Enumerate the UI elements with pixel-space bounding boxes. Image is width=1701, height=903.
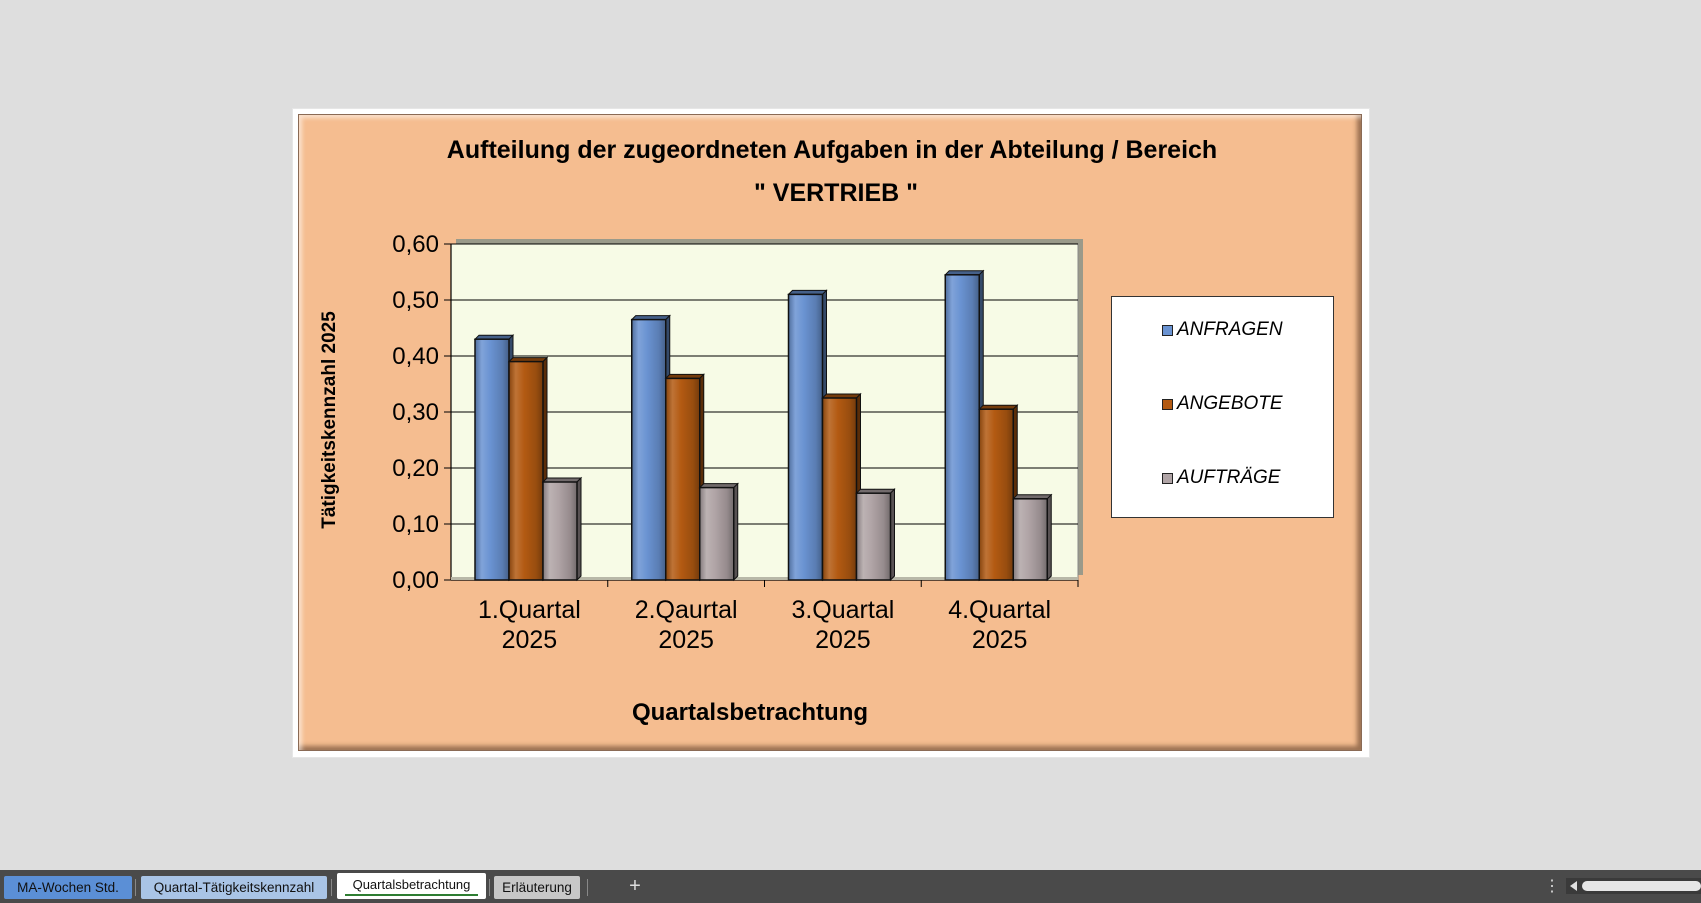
x-tick-label: 3.Quartal [791,596,894,624]
legend-label: AUFTRÄGE [1177,467,1281,488]
x-tick-label: 2025 [502,626,558,654]
bar-anfragen [631,318,667,581]
active-tab-indicator [345,894,478,896]
sheet-tab-quartal-taetigkeitskennzahl[interactable]: Quartal-Tätigkeitskennzahl [141,876,327,899]
sheet-tab-bar: MA-Wochen Std. Quartal-Tätigkeitskennzah… [0,870,1701,903]
legend-label: ANGEBOTE [1177,393,1283,414]
y-tick-label: 0,00 [392,567,439,594]
chart-subtitle: " VERTRIEB " [754,179,918,207]
tab-separator [331,879,332,896]
plot-floor [451,577,1078,580]
y-tick-label: 0,10 [392,511,439,538]
horizontal-scrollbar[interactable] [1566,878,1701,894]
chart-title: Aufteilung der zugeordneten Aufgaben in … [447,136,1217,164]
y-tick-label: 0,40 [392,343,439,370]
scroll-left-icon[interactable] [1570,881,1577,891]
tab-separator [587,879,588,896]
y-tick-label: 0,20 [392,455,439,482]
x-tick-label: 2.Qaurtal [635,596,738,624]
chart-legend[interactable]: ANFRAGEN ANGEBOTE AUFTRÄGE [1111,296,1334,518]
y-tick-label: 0,60 [392,231,439,258]
bar-anfragen [474,338,510,581]
sheet-tab-ma-wochen[interactable]: MA-Wochen Std. [4,876,132,899]
bar-aufträge [699,486,735,581]
bar-anfragen [787,293,824,581]
bar-anfragen [944,274,980,581]
bar-chart[interactable]: Aufteilung der zugeordneten Aufgaben in … [0,0,1701,870]
tab-separator [135,879,136,896]
x-tick-label: 4.Quartal [948,596,1051,624]
add-sheet-button[interactable]: + [629,875,641,897]
tab-menu-button[interactable]: ⋮ [1544,878,1560,895]
x-tick-label: 2025 [815,626,871,654]
y-tick-label: 0,50 [392,287,439,314]
x-tick-label: 1.Quartal [478,596,581,624]
legend-swatch [1162,324,1173,336]
legend-item-angebote: ANGEBOTE [1162,393,1283,415]
legend-item-aufträge: AUFTRÄGE [1162,467,1280,489]
legend-label: ANFRAGEN [1177,319,1283,340]
y-tick-label: 0,30 [392,399,439,426]
bar-aufträge [1012,498,1048,581]
legend-swatch [1162,398,1173,410]
x-tick-label: 2025 [658,626,714,654]
sheet-tab-label: Quartalsbetrachtung [352,877,471,892]
legend-item-anfragen: ANFRAGEN [1162,319,1283,341]
scrollbar-thumb[interactable] [1582,881,1701,891]
sheet-tab-erlaeuterung[interactable]: Erläuterung [494,876,580,899]
bar-angebote [508,360,544,581]
bar-aufträge [542,481,578,581]
bar-angebote [978,408,1014,581]
bar-angebote [665,377,701,581]
y-axis-label: Tätigkeitskennzahl 2025 [319,311,340,529]
sheet-tab-quartalsbetrachtung-active[interactable]: Quartalsbetrachtung [337,873,486,899]
x-tick-label: 2025 [972,626,1028,654]
bar-aufträge [855,492,892,581]
bar-angebote [821,397,858,581]
legend-swatch [1162,472,1173,484]
plot-area: 0,000,100,200,300,400,500,601.Quartal202… [392,231,1083,654]
tab-separator [489,879,490,896]
x-axis-label: Quartalsbetrachtung [632,699,868,726]
